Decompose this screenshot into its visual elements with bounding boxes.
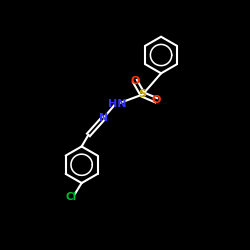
- Text: O: O: [152, 95, 161, 105]
- Text: N: N: [99, 112, 108, 122]
- Text: S: S: [139, 90, 147, 100]
- Text: O: O: [130, 76, 140, 86]
- Text: Cl: Cl: [65, 192, 76, 202]
- Text: HN: HN: [108, 99, 127, 109]
